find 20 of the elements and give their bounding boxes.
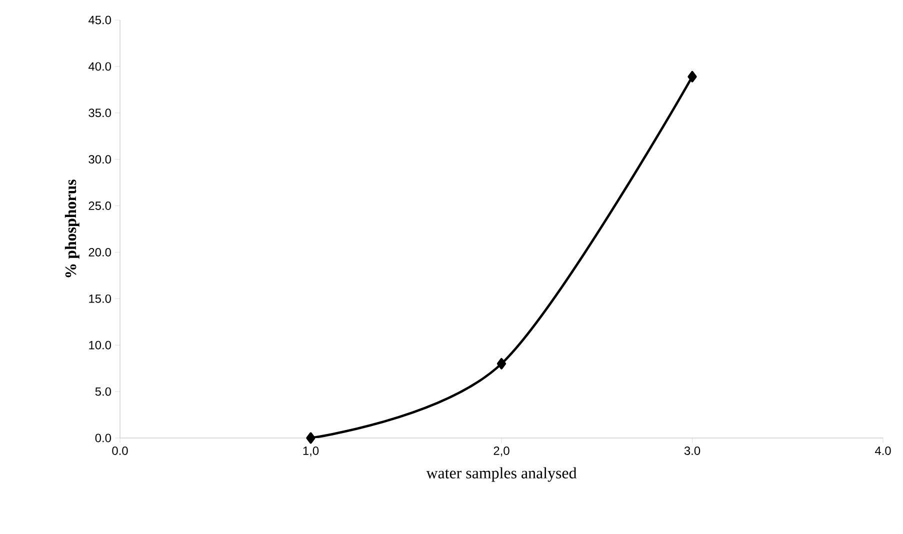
- x-tick-label: 3.0: [684, 446, 700, 455]
- x-tick-label: 1,0: [303, 446, 319, 456]
- y-tick-label: 5.0: [95, 387, 112, 396]
- y-tick-label: 40.0: [88, 62, 112, 71]
- x-tick-label: 0.0: [112, 446, 128, 455]
- y-tick-label: 15.0: [89, 294, 112, 303]
- point: [306, 432, 316, 444]
- point: [496, 358, 506, 370]
- y-tick-label: 35.0: [88, 108, 112, 118]
- y-tick-label: 30.0: [88, 155, 112, 164]
- y-axis-title: % phosphorus: [64, 180, 80, 278]
- x-tick-label: 4.0: [874, 446, 891, 455]
- x-axis-title: water samples analysed: [426, 467, 577, 482]
- y-tick-label: 25.0: [88, 202, 112, 210]
- y-tick-label: 20.0: [88, 248, 112, 256]
- y-tick-label: 0.0: [95, 434, 112, 442]
- point: [688, 70, 697, 82]
- y-tick-label: 45.0: [88, 16, 112, 24]
- y-tick-label: 10.0: [89, 340, 112, 350]
- x-tick-label: 2,0: [494, 446, 510, 456]
